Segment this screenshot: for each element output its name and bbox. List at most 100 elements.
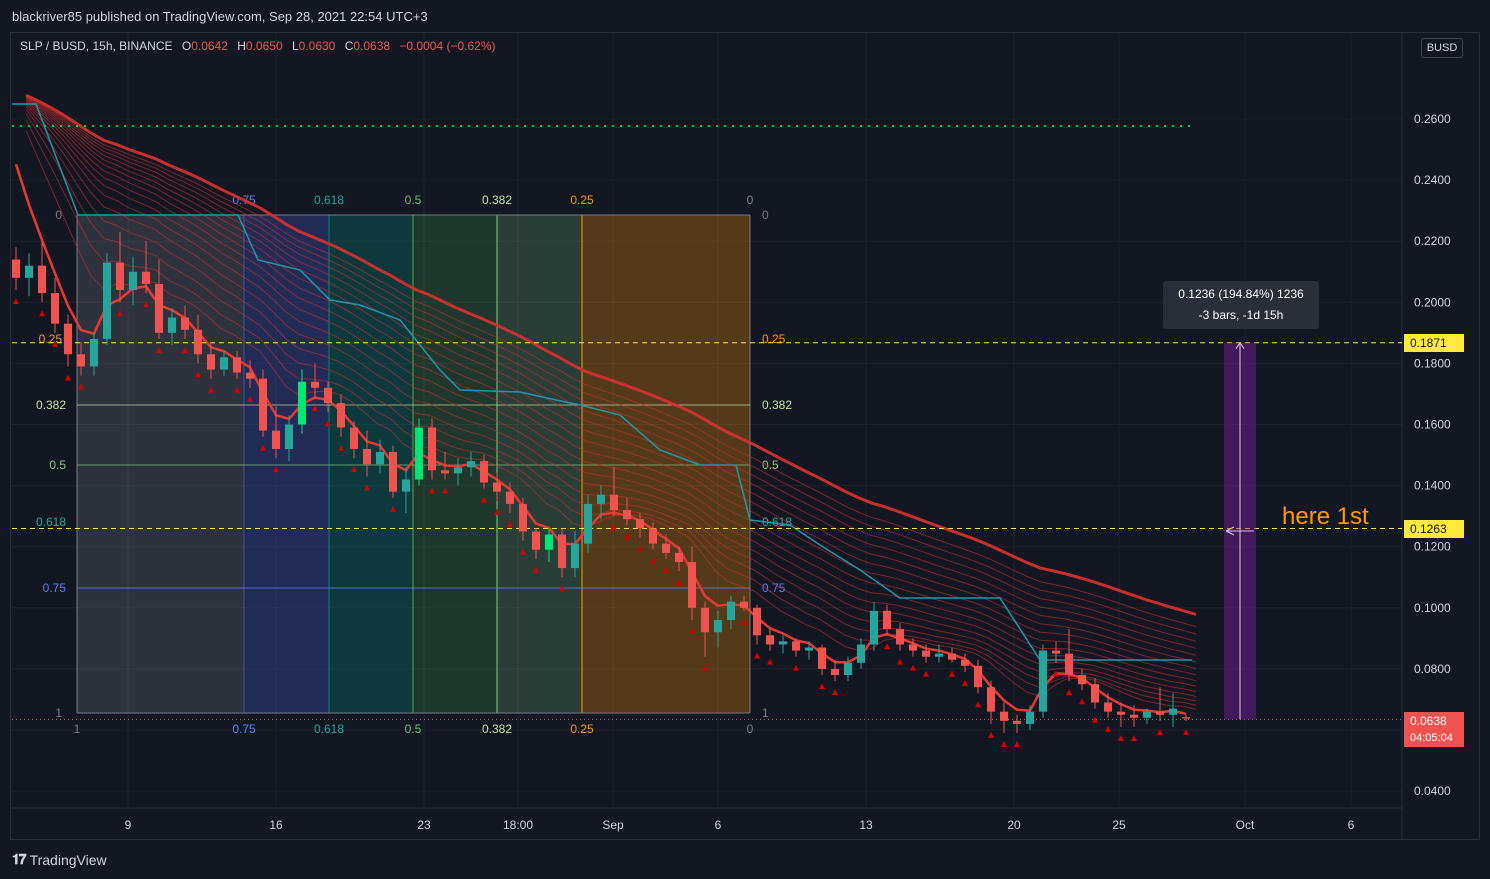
fib-time-label-bottom: 0.75 (232, 722, 256, 736)
measure-tooltip: 0.1236 (194.84%) 1236 -3 bars, -1d 15h (1163, 281, 1319, 329)
sell-triangle-icon (481, 496, 487, 503)
ema-line (25, 103, 1197, 687)
candle-body (713, 620, 723, 633)
ema-line (25, 95, 1197, 628)
sell-triangle-icon (494, 508, 500, 515)
candle-body (115, 262, 125, 291)
open-label: O (181, 39, 192, 53)
candle-body (583, 503, 593, 544)
candle-body (557, 534, 567, 569)
sell-triangle-icon (1066, 689, 1072, 696)
fib-level-label: 1 (55, 706, 62, 720)
time-tick-label: 9 (125, 818, 132, 832)
price-tick-label: 0.2600 (1414, 112, 1451, 126)
fib-level-label: 0.75 (762, 581, 786, 595)
candle-body (1142, 711, 1152, 718)
candle-body (973, 665, 983, 688)
sell-triangle-icon (117, 310, 123, 317)
candle-body (830, 668, 840, 676)
ema-line (25, 95, 1197, 635)
sell-triangle-icon (338, 444, 344, 451)
candle-body (1116, 711, 1126, 715)
measure-change: 0.1236 (194.84%) 1236 (1178, 287, 1304, 301)
sell-triangle-icon (611, 524, 617, 531)
fib-level-label: 0.382 (762, 398, 792, 412)
candle-body (310, 381, 320, 388)
candle-body (609, 494, 619, 511)
sell-triangle-icon (754, 652, 760, 659)
change-value: −0.0004 (−0.62%) (399, 39, 496, 53)
fib-time-label-top: 0.618 (314, 193, 344, 207)
candle-body (869, 610, 879, 645)
ema-line (25, 106, 1197, 692)
fib-time-label-bottom: 0.618 (314, 722, 344, 736)
candle-body (167, 317, 177, 333)
sell-triangle-icon (559, 585, 565, 592)
symbol-label[interactable]: SLP / BUSD, 15h, BINANCE (20, 39, 173, 53)
candle-body (817, 647, 827, 669)
price-tick-label: 0.2000 (1414, 295, 1451, 309)
candle-body (427, 427, 437, 471)
fib-level-label: 0.5 (49, 458, 66, 472)
ema-line (25, 93, 1197, 616)
candle-body (648, 528, 658, 544)
sell-triangle-icon (624, 533, 630, 540)
candle-body (518, 503, 528, 532)
candle-body (739, 601, 749, 608)
currency-button[interactable]: BUSD (1421, 38, 1463, 58)
high-value: 0.0650 (245, 39, 283, 53)
close-value: 0.0638 (353, 39, 391, 53)
sell-triangle-icon (273, 466, 279, 473)
ema-line (25, 130, 1197, 710)
sell-triangle-icon (1118, 734, 1124, 741)
candle-body (908, 644, 918, 651)
candle-body (401, 479, 411, 492)
sell-triangle-icon (429, 487, 435, 494)
sell-triangle-icon (13, 298, 19, 305)
ohlc-legend: SLP / BUSD, 15h, BINANCE O0.0642 H0.0650… (20, 39, 496, 53)
sell-triangle-icon (962, 679, 968, 686)
tradingview-logo-icon: 𝟏𝟕 (12, 851, 27, 867)
chart-pane[interactable] (10, 32, 1480, 840)
fib-time-label-top: 0 (747, 193, 754, 207)
sell-triangle-icon (975, 701, 981, 708)
fib-time-label-bottom: 1 (74, 722, 81, 736)
candle-body (76, 354, 86, 367)
price-tick-label: 0.0400 (1414, 784, 1451, 798)
sell-triangle-icon (364, 484, 370, 491)
sell-triangle-icon (234, 386, 240, 393)
candle-body (726, 601, 736, 621)
ema-line (25, 98, 1197, 663)
sell-triangle-icon (637, 545, 643, 552)
sell-triangle-icon (156, 346, 162, 353)
sell-triangle-icon (390, 505, 396, 512)
candle-body (180, 317, 190, 330)
candle-body (934, 653, 944, 657)
candle-body (258, 378, 268, 431)
fib-level-label: 0.618 (762, 515, 792, 529)
annotation-text[interactable]: here 1st (1282, 503, 1369, 530)
candle-body (687, 561, 697, 608)
candle-body (89, 338, 99, 367)
candle-body (206, 354, 216, 370)
candle-body (661, 543, 671, 553)
sell-triangle-icon (143, 301, 149, 308)
candle-body (921, 650, 931, 657)
top-bar: blackriver85 published on TradingView.co… (0, 0, 1490, 32)
candle-body (336, 403, 346, 428)
sell-triangle-icon (507, 521, 513, 528)
fib-level-label: 0.25 (762, 332, 786, 346)
candle-body (141, 271, 151, 284)
candle-body (531, 531, 541, 550)
sell-triangle-icon (533, 566, 539, 573)
tradingview-logo[interactable]: 𝟏𝟕 TradingView (12, 851, 107, 868)
candle-body (544, 534, 554, 550)
high-label: H (237, 39, 246, 53)
candle-body (674, 552, 684, 562)
candle-body (895, 629, 905, 645)
fib-time-label-top: 0.25 (570, 193, 594, 207)
fib-level-label: 1 (762, 706, 769, 720)
sell-triangle-icon (923, 670, 929, 677)
low-value: 0.0630 (298, 39, 336, 53)
